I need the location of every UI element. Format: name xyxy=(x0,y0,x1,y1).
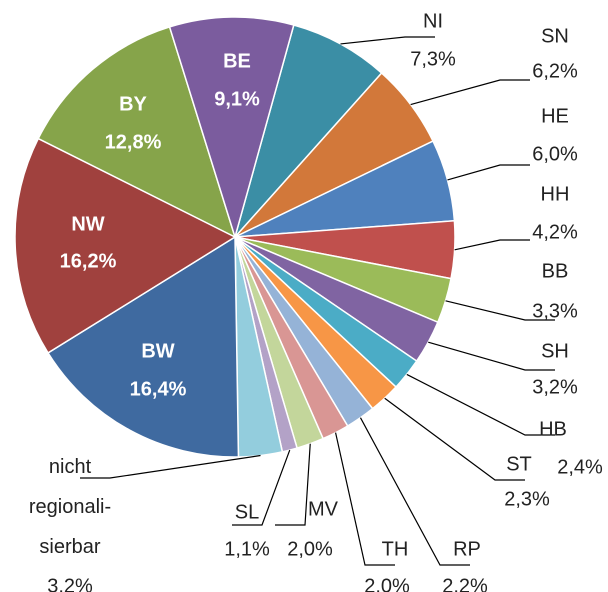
value-label: 6,2% xyxy=(532,60,578,82)
category-label: SN xyxy=(541,25,569,47)
leader-line xyxy=(384,397,525,481)
leader-line xyxy=(410,79,530,106)
category-label: ST xyxy=(506,453,532,475)
pie-slice xyxy=(46,235,240,458)
category-label: BY xyxy=(119,93,147,115)
pie-slice xyxy=(234,24,383,238)
category-label: nicht regionali-sierbar xyxy=(29,456,111,558)
value-label: 7,3% xyxy=(410,48,456,70)
value-label: 12,8% xyxy=(105,131,162,153)
value-label: 3,2% xyxy=(532,376,578,398)
category-label: BW xyxy=(141,340,174,362)
category-label: MV xyxy=(308,498,339,520)
leader-line xyxy=(428,341,555,371)
leader-line xyxy=(447,164,530,181)
value-label: 2,3% xyxy=(504,488,550,510)
value-label: 2,4% xyxy=(557,456,603,478)
category-label: HE xyxy=(541,105,569,127)
category-label: NI xyxy=(423,10,443,32)
value-label: 2,0% xyxy=(364,575,410,592)
leader-line xyxy=(334,432,395,566)
pie-slice xyxy=(14,137,237,354)
value-label: 16,2% xyxy=(60,250,117,272)
category-label: HB xyxy=(539,418,567,440)
leader-line xyxy=(406,373,555,436)
category-label: HH xyxy=(541,183,570,205)
leader-line xyxy=(80,454,261,479)
leader-line xyxy=(445,300,555,321)
category-label: SL xyxy=(235,501,259,523)
value-label: 2,2% xyxy=(442,575,488,592)
value-label: 1,1% xyxy=(224,538,270,560)
category-label: TH xyxy=(382,538,409,560)
value-label: 2,0% xyxy=(287,538,333,560)
leader-line xyxy=(275,443,311,526)
category-label: SH xyxy=(541,340,569,362)
leader-line xyxy=(359,417,470,566)
pie-slice xyxy=(168,16,295,240)
leader-line xyxy=(340,36,435,45)
category-label: NW xyxy=(71,213,104,235)
leader-line xyxy=(454,239,530,251)
value-label: 3,3% xyxy=(532,300,578,322)
leader-line xyxy=(232,449,291,526)
value-label: 9,1% xyxy=(214,88,260,110)
value-label: 3,2% xyxy=(47,575,93,592)
value-label: 6,0% xyxy=(532,143,578,165)
category-label: RP xyxy=(453,538,481,560)
value-label: 4,2% xyxy=(532,221,578,243)
value-label: 16,4% xyxy=(130,378,187,400)
category-label: BE xyxy=(223,50,251,72)
category-label: BB xyxy=(542,260,569,282)
